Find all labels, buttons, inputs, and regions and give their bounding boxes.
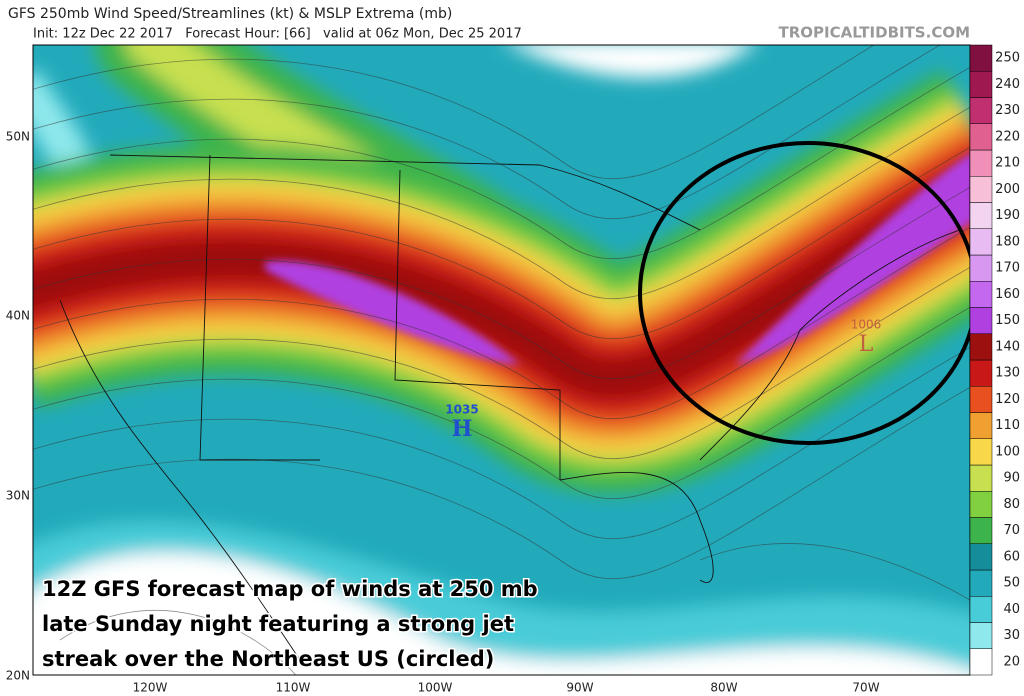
colorbar-segment [969,464,993,492]
colorbar-segment [969,596,993,623]
streamlines [33,45,970,675]
colorbar-segment [969,386,993,413]
jet-cores [265,153,970,365]
pressure-symbol: H [452,416,473,442]
lat-label: 40N [6,309,30,323]
colorbar-label: 160 [995,287,1020,302]
pressure-symbol: L [859,332,874,357]
colorbar-segment [969,228,993,256]
colorbar-label: 210 [995,156,1020,171]
colorbar-segment [969,281,993,308]
lat-label: 50N [6,130,30,144]
colorbar-segment [969,648,993,676]
colorbar-segment [969,71,993,98]
highlight-circle [638,141,970,445]
colorbar-label: 150 [995,313,1020,328]
pressure-value: 1006 [851,318,882,332]
colorbar-label: 70 [1003,523,1020,538]
colorbar-label: 240 [995,77,1020,92]
colorbar-label: 220 [995,129,1020,144]
colorbar-label: 20 [1003,654,1020,669]
colorbar-label: 170 [995,261,1020,276]
colorbar-label: 60 [1003,549,1020,564]
colorbar-segment [969,44,993,72]
colorbar-label: 50 [1003,576,1020,591]
map [33,45,970,675]
colorbar-label: 140 [995,339,1020,354]
boundaries [59,154,961,661]
colorbar-label: 130 [995,366,1020,381]
lon-label: 70W [852,681,879,695]
caption-line: 12Z GFS forecast map of winds at 250 mb [42,577,538,601]
colorbar-label: 30 [1003,628,1020,643]
colorbar-segment [969,517,993,544]
site-credit: TROPICALTIDBITS.COM [779,24,971,42]
colorbar-label: 110 [995,418,1020,433]
colorbar-segment [969,97,993,124]
colorbar-segment [969,412,993,439]
lon-label: 110W [276,681,311,695]
colorbar-segment [969,333,993,361]
lat-label: 30N [6,489,30,503]
colorbar-label: 80 [1003,497,1020,512]
pressure-value: 1035 [445,403,478,417]
colorbar-label: 180 [995,234,1020,249]
colorbar-segment [969,569,993,597]
title: GFS 250mb Wind Speed/Streamlines (kt) & … [8,6,452,22]
colorbar-label: 230 [995,103,1020,118]
colorbar-segment [969,307,993,334]
colorbar-segment [969,149,993,177]
colorbar-segment [969,622,993,649]
colorbar-label: 200 [995,182,1020,197]
colorbar-label: 120 [995,392,1020,407]
wind-shading [33,45,970,675]
colorbar-label: 190 [995,208,1020,223]
lon-label: 120W [133,681,168,695]
colorbar-segment [969,254,993,282]
colorbar-segment [969,491,993,518]
caption-line: streak over the Northeast US (circled) [42,647,494,671]
colorbar-segment [969,359,993,387]
colorbar-segment [969,123,993,151]
lon-label: 80W [710,681,737,695]
colorbar-segment [969,543,993,571]
subtitle: Init: 12z Dec 22 2017 Forecast Hour: [66… [33,27,522,42]
colorbar-segment [969,202,993,229]
lat-label: 20N [6,669,30,683]
colorbar-label: 100 [995,444,1020,459]
colorbar-label: 40 [1003,602,1020,617]
colorbar-segment [969,438,993,466]
caption-line: late Sunday night featuring a strong jet [42,612,514,636]
colorbar-label: 250 [995,51,1020,66]
colorbar-segment [969,176,993,203]
colorbar-label: 90 [1003,471,1020,486]
lon-label: 90W [566,681,593,695]
lon-label: 100W [418,681,453,695]
